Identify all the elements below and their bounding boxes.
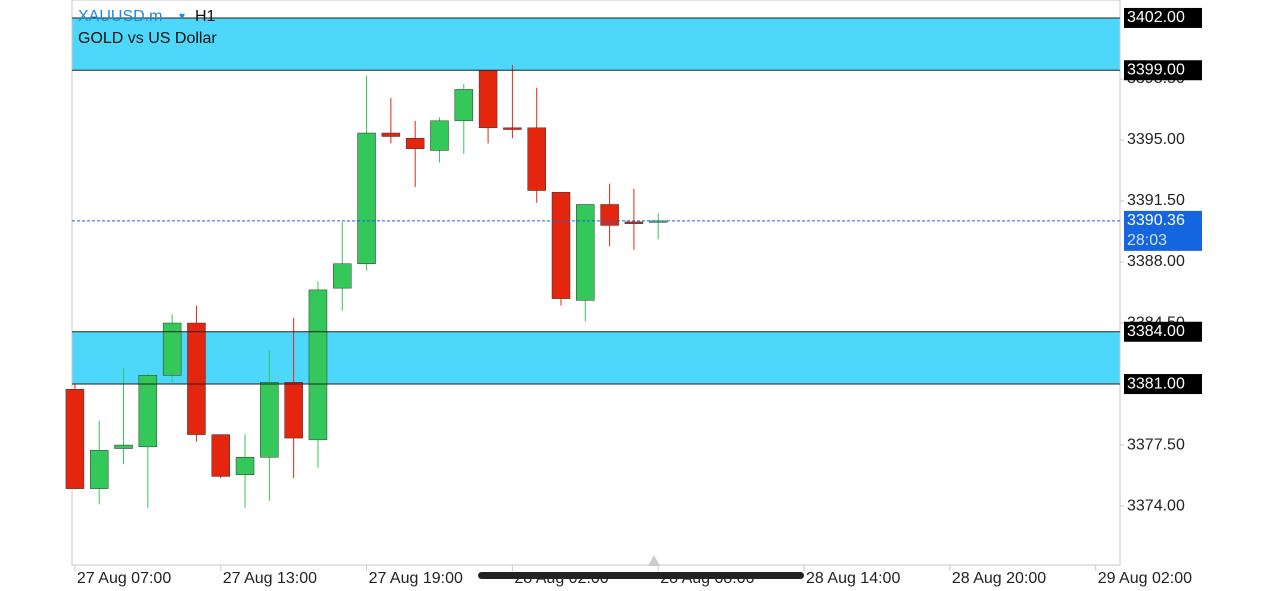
candle-body [284, 382, 303, 439]
zone-label: 3402.00 [1127, 9, 1185, 26]
zone [72, 17, 1120, 71]
y-tick-label: 3391.50 [1127, 192, 1185, 209]
candle-body [527, 127, 546, 191]
scrollbar[interactable] [478, 572, 804, 579]
candle-body [211, 434, 230, 477]
candle-body [381, 132, 401, 137]
candle-body [65, 389, 85, 489]
candle-body [600, 204, 619, 226]
y-tick-label: 3388.00 [1127, 253, 1185, 270]
candle-body [187, 322, 206, 435]
zone [72, 331, 1120, 385]
candle-body [454, 89, 474, 122]
candle-body [162, 322, 182, 376]
zone-label: 3381.00 [1127, 375, 1185, 392]
candle-body [624, 221, 644, 224]
zone-label-box [1124, 374, 1202, 395]
x-tick-label: 27 Aug 07:00 [77, 570, 171, 587]
candle-body [503, 127, 522, 130]
scroll-handle[interactable] [648, 555, 660, 566]
zone-label: 3384.00 [1127, 323, 1185, 340]
symbol-dropdown-icon[interactable]: ▾ [179, 9, 185, 23]
candle-body [114, 444, 133, 449]
plot-frame [71, 0, 1121, 566]
x-tick-label: 28 Aug 14:00 [806, 570, 900, 587]
symbol[interactable]: XAUUSD.m [78, 8, 162, 25]
countdown: 28:03 [1127, 232, 1167, 249]
candle-body [430, 120, 449, 151]
zone-label: 3399.00 [1127, 61, 1185, 78]
candle-body [138, 375, 158, 448]
timeframe[interactable]: H1 [195, 8, 216, 25]
x-tick-label: 28 Aug 20:00 [952, 570, 1046, 587]
price-label: 3390.36 [1127, 212, 1185, 229]
candle-body [308, 289, 328, 441]
x-tick-label: 27 Aug 13:00 [223, 570, 317, 587]
candle-body [89, 450, 109, 489]
subtitle: GOLD vs US Dollar [78, 30, 217, 47]
zone-label-box [1124, 60, 1202, 81]
candle-body [478, 70, 498, 129]
price-label-box [1124, 210, 1202, 251]
candle-body [551, 192, 571, 299]
zone-label-box [1124, 321, 1202, 342]
candle-body [357, 132, 376, 265]
candle-body [235, 457, 255, 475]
candle-body [260, 382, 279, 458]
candle-body [333, 263, 352, 289]
candle-body [576, 204, 595, 301]
y-tick-label: 3395.00 [1127, 131, 1185, 148]
y-tick-label: 3377.50 [1127, 436, 1185, 453]
x-tick-label: 29 Aug 02:00 [1098, 570, 1192, 587]
candle-body [405, 137, 425, 149]
zone-label-box [1124, 7, 1202, 28]
x-tick-label: 27 Aug 19:00 [369, 570, 463, 587]
y-tick-label: 3374.00 [1127, 497, 1185, 514]
